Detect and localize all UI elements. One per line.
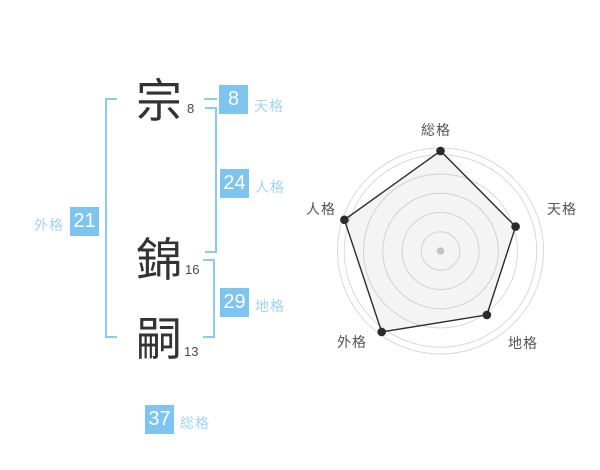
jinkaku-bracket bbox=[205, 107, 217, 253]
gaikaku-bracket bbox=[105, 98, 117, 338]
radar-vertex-dot bbox=[377, 327, 386, 337]
radar-vertex-dot bbox=[482, 310, 492, 320]
radar-chart bbox=[337, 146, 544, 355]
radar-center-dot bbox=[436, 247, 445, 255]
tenkaku-connector-line bbox=[204, 98, 217, 100]
jinkaku-value-box: 24 bbox=[220, 169, 249, 198]
jinkaku-label: 人格 bbox=[255, 179, 285, 195]
gaikaku-value-box: 21 bbox=[70, 207, 99, 236]
radar-vertex-dot bbox=[340, 215, 349, 225]
given-name-character-1: 錦 bbox=[136, 234, 182, 286]
tenkaku-label: 天格 bbox=[254, 98, 284, 114]
given-name-2-stroke-count: 13 bbox=[184, 344, 199, 359]
given-name-1-stroke-count: 16 bbox=[185, 262, 200, 277]
tenkaku-value-box: 8 bbox=[219, 85, 248, 114]
radar-axis-label-tenkaku: 天格 bbox=[547, 201, 577, 217]
radar-axis-label-gaikaku: 外格 bbox=[337, 334, 367, 350]
soukaku-label: 総格 bbox=[180, 415, 210, 431]
surname-character: 宗 bbox=[136, 75, 182, 127]
radar-axis-label-jinkaku: 人格 bbox=[306, 201, 336, 217]
radar-grid-ring bbox=[362, 173, 519, 329]
soukaku-value-box: 37 bbox=[145, 405, 174, 434]
chikaku-bracket bbox=[203, 259, 215, 338]
radar-axis-label-soukaku: 総格 bbox=[421, 122, 451, 138]
gaikaku-label: 外格 bbox=[34, 217, 64, 233]
radar-axis-label-chikaku: 地格 bbox=[508, 335, 538, 351]
radar-vertex-dot bbox=[436, 146, 445, 156]
surname-stroke-count: 8 bbox=[187, 101, 195, 116]
chikaku-label: 地格 bbox=[255, 298, 285, 314]
chikaku-value-box: 29 bbox=[220, 288, 249, 317]
radar-grid-ring bbox=[420, 231, 461, 271]
radar-grid-ring bbox=[401, 211, 480, 291]
radar-vertex-dot bbox=[511, 222, 520, 231]
radar-grid-ring bbox=[382, 192, 499, 310]
given-name-character-2: 嗣 bbox=[136, 313, 182, 365]
radar-polygon bbox=[343, 149, 517, 333]
